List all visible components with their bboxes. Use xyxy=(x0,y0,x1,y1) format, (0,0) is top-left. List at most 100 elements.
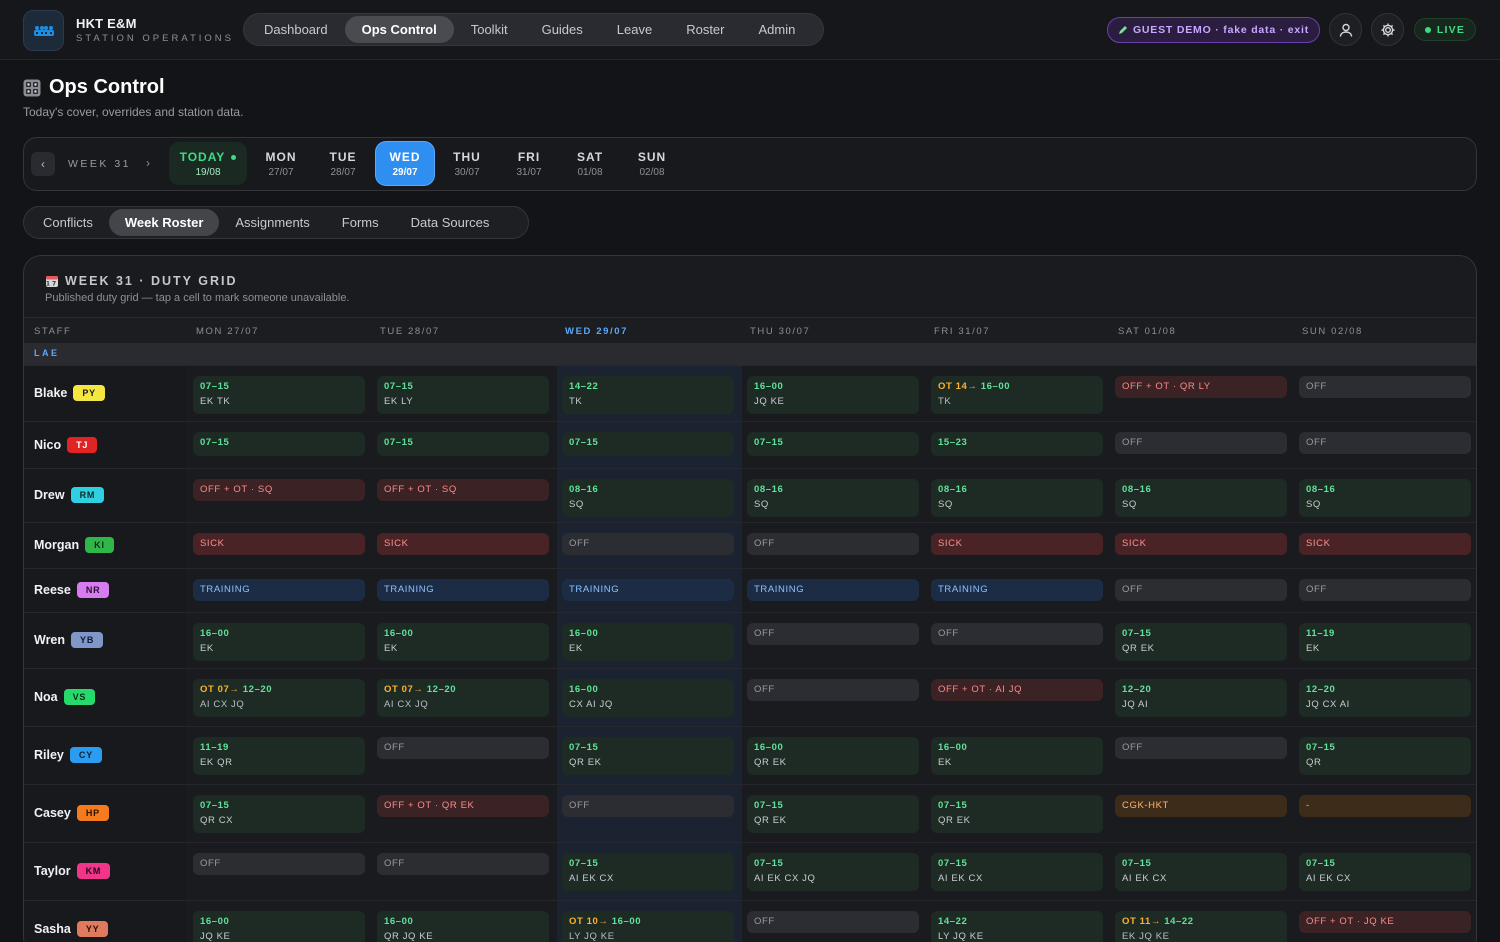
nav-toolkit[interactable]: Toolkit xyxy=(470,22,508,37)
duty-cell[interactable]: TRAINING xyxy=(193,579,365,601)
duty-cell[interactable]: 08–16 SQ xyxy=(1115,479,1287,517)
duty-cell[interactable]: 07–15 EK TK xyxy=(193,376,365,414)
duty-cell[interactable]: 07–15 EK LY xyxy=(377,376,549,414)
duty-cell[interactable]: 15–23 xyxy=(931,432,1103,456)
duty-cell[interactable]: 16–00 QR JQ KE xyxy=(377,911,549,942)
guest-demo-button[interactable]: GUEST DEMO · fake data · exit xyxy=(1107,17,1320,43)
duty-cell[interactable]: OFF + OT · SQ xyxy=(377,479,549,501)
duty-cell[interactable]: - xyxy=(1299,795,1471,817)
duty-cell[interactable]: 07–15 AI EK CX xyxy=(931,853,1103,891)
duty-cell[interactable]: OT 11→ 14–22 EK JQ KE xyxy=(1115,911,1287,942)
duty-cell[interactable]: SICK xyxy=(1299,533,1471,555)
duty-cell[interactable]: OFF + OT · SQ xyxy=(193,479,365,501)
duty-cell[interactable]: 12–20 JQ CX AI xyxy=(1299,679,1471,717)
duty-cell[interactable]: 08–16 SQ xyxy=(747,479,919,517)
duty-cell[interactable]: 07–15 AI EK CX xyxy=(562,853,734,891)
nav-admin[interactable]: Admin xyxy=(758,22,796,37)
duty-cell[interactable]: TRAINING xyxy=(377,579,549,601)
duty-cell[interactable]: OFF xyxy=(1115,579,1287,601)
tab-forms[interactable]: Forms xyxy=(341,215,379,230)
duty-cell[interactable]: 16–00 QR EK xyxy=(747,737,919,775)
duty-cell[interactable]: OFF xyxy=(931,623,1103,645)
duty-cell[interactable]: 08–16 SQ xyxy=(562,479,734,517)
duty-cell[interactable]: OFF xyxy=(193,853,365,875)
duty-cell[interactable]: OFF + OT · QR EK xyxy=(377,795,549,817)
duty-cell[interactable]: 16–00 JQ KE xyxy=(193,911,365,942)
duty-cell[interactable]: 08–16 SQ xyxy=(931,479,1103,517)
duty-cell[interactable]: OFF xyxy=(1115,737,1287,759)
duty-cell[interactable]: 07–15 xyxy=(747,432,919,456)
day-today[interactable]: TODAY 19/08 xyxy=(169,142,247,185)
duty-cell[interactable]: 07–15 AI EK CX xyxy=(1115,853,1287,891)
duty-cell[interactable]: 07–15 QR xyxy=(1299,737,1471,775)
duty-cell[interactable]: 12–20 JQ AI xyxy=(1115,679,1287,717)
previous-week-button[interactable]: ‹ xyxy=(31,152,55,176)
duty-cell[interactable]: TRAINING xyxy=(931,579,1103,601)
tab-data-sources[interactable]: Data Sources xyxy=(410,215,490,230)
duty-cell[interactable]: OFF xyxy=(1299,376,1471,398)
next-week-button[interactable]: › xyxy=(146,156,150,170)
duty-cell[interactable]: 07–15 xyxy=(377,432,549,456)
duty-cell[interactable]: CGK-HKT xyxy=(1115,795,1287,817)
duty-cell[interactable]: OFF xyxy=(377,853,549,875)
profile-button[interactable] xyxy=(1329,13,1362,46)
duty-cell[interactable]: 07–15 QR EK xyxy=(562,737,734,775)
duty-cell[interactable]: 07–15 AI EK CX xyxy=(1299,853,1471,891)
tab-conflicts[interactable]: Conflicts xyxy=(43,215,93,230)
nav-leave[interactable]: Leave xyxy=(616,22,653,37)
duty-cell[interactable]: TRAINING xyxy=(562,579,734,601)
duty-cell[interactable]: OFF xyxy=(747,533,919,555)
duty-cell[interactable]: OT 10→ 16–00 LY JQ KE xyxy=(562,911,734,942)
duty-cell[interactable]: 16–00 CX AI JQ xyxy=(562,679,734,717)
station-logo-icon[interactable] xyxy=(23,10,64,51)
duty-cell[interactable]: OFF xyxy=(377,737,549,759)
duty-cell[interactable]: OFF xyxy=(747,623,919,645)
nav-guides[interactable]: Guides xyxy=(541,22,583,37)
duty-cell[interactable]: 07–15 xyxy=(562,432,734,456)
day-wed[interactable]: WED 29/07 xyxy=(376,142,434,185)
tab-week-roster[interactable]: Week Roster xyxy=(108,209,220,236)
duty-cell[interactable]: OFF xyxy=(1299,579,1471,601)
duty-cell[interactable]: OT 07→ 12–20 AI CX JQ xyxy=(377,679,549,717)
duty-cell[interactable]: 11–19 EK xyxy=(1299,623,1471,661)
duty-cell[interactable]: OFF xyxy=(562,795,734,817)
duty-cell[interactable]: 07–15 xyxy=(193,432,365,456)
day-fri[interactable]: FRI 31/07 xyxy=(500,142,558,185)
duty-cell[interactable]: 07–15 QR EK xyxy=(1115,623,1287,661)
duty-cell[interactable]: 07–15 AI EK CX JQ xyxy=(747,853,919,891)
duty-cell[interactable]: OFF + OT · QR LY xyxy=(1115,376,1287,398)
nav-dashboard[interactable]: Dashboard xyxy=(264,22,328,37)
tab-assignments[interactable]: Assignments xyxy=(235,215,310,230)
duty-cell[interactable]: 16–00 EK xyxy=(931,737,1103,775)
duty-cell[interactable]: OT 07→ 12–20 AI CX JQ xyxy=(193,679,365,717)
duty-cell[interactable]: OFF xyxy=(562,533,734,555)
duty-cell[interactable]: SICK xyxy=(931,533,1103,555)
duty-cell[interactable]: 07–15 QR EK xyxy=(747,795,919,833)
settings-button[interactable] xyxy=(1371,13,1404,46)
duty-cell[interactable]: TRAINING xyxy=(747,579,919,601)
duty-cell[interactable]: OFF xyxy=(1115,432,1287,454)
duty-cell[interactable]: OFF xyxy=(747,911,919,933)
duty-cell[interactable]: OFF xyxy=(1299,432,1471,454)
duty-cell[interactable]: 16–00 JQ KE xyxy=(747,376,919,414)
duty-cell[interactable]: 11–19 EK QR xyxy=(193,737,365,775)
duty-cell[interactable]: 16–00 EK xyxy=(193,623,365,661)
duty-cell[interactable]: 07–15 QR EK xyxy=(931,795,1103,833)
duty-cell[interactable]: SICK xyxy=(193,533,365,555)
duty-cell[interactable]: OFF + OT · AI JQ xyxy=(931,679,1103,701)
duty-cell[interactable]: 14–22 LY JQ KE xyxy=(931,911,1103,942)
duty-cell[interactable]: OFF + OT · JQ KE xyxy=(1299,911,1471,933)
day-sat[interactable]: SAT 01/08 xyxy=(561,142,619,185)
duty-cell[interactable]: OFF xyxy=(747,679,919,701)
duty-cell[interactable]: 14–22 TK xyxy=(562,376,734,414)
day-mon[interactable]: MON 27/07 xyxy=(252,142,310,185)
duty-cell[interactable]: 16–00 EK xyxy=(377,623,549,661)
duty-cell[interactable]: SICK xyxy=(377,533,549,555)
nav-roster[interactable]: Roster xyxy=(686,22,725,37)
duty-cell[interactable]: 07–15 QR CX xyxy=(193,795,365,833)
duty-cell[interactable]: OT 14→ 16–00 TK xyxy=(931,376,1103,414)
duty-cell[interactable]: 08–16 SQ xyxy=(1299,479,1471,517)
day-thu[interactable]: THU 30/07 xyxy=(438,142,496,185)
nav-ops-control[interactable]: Ops Control xyxy=(344,16,454,43)
day-tue[interactable]: TUE 28/07 xyxy=(314,142,372,185)
